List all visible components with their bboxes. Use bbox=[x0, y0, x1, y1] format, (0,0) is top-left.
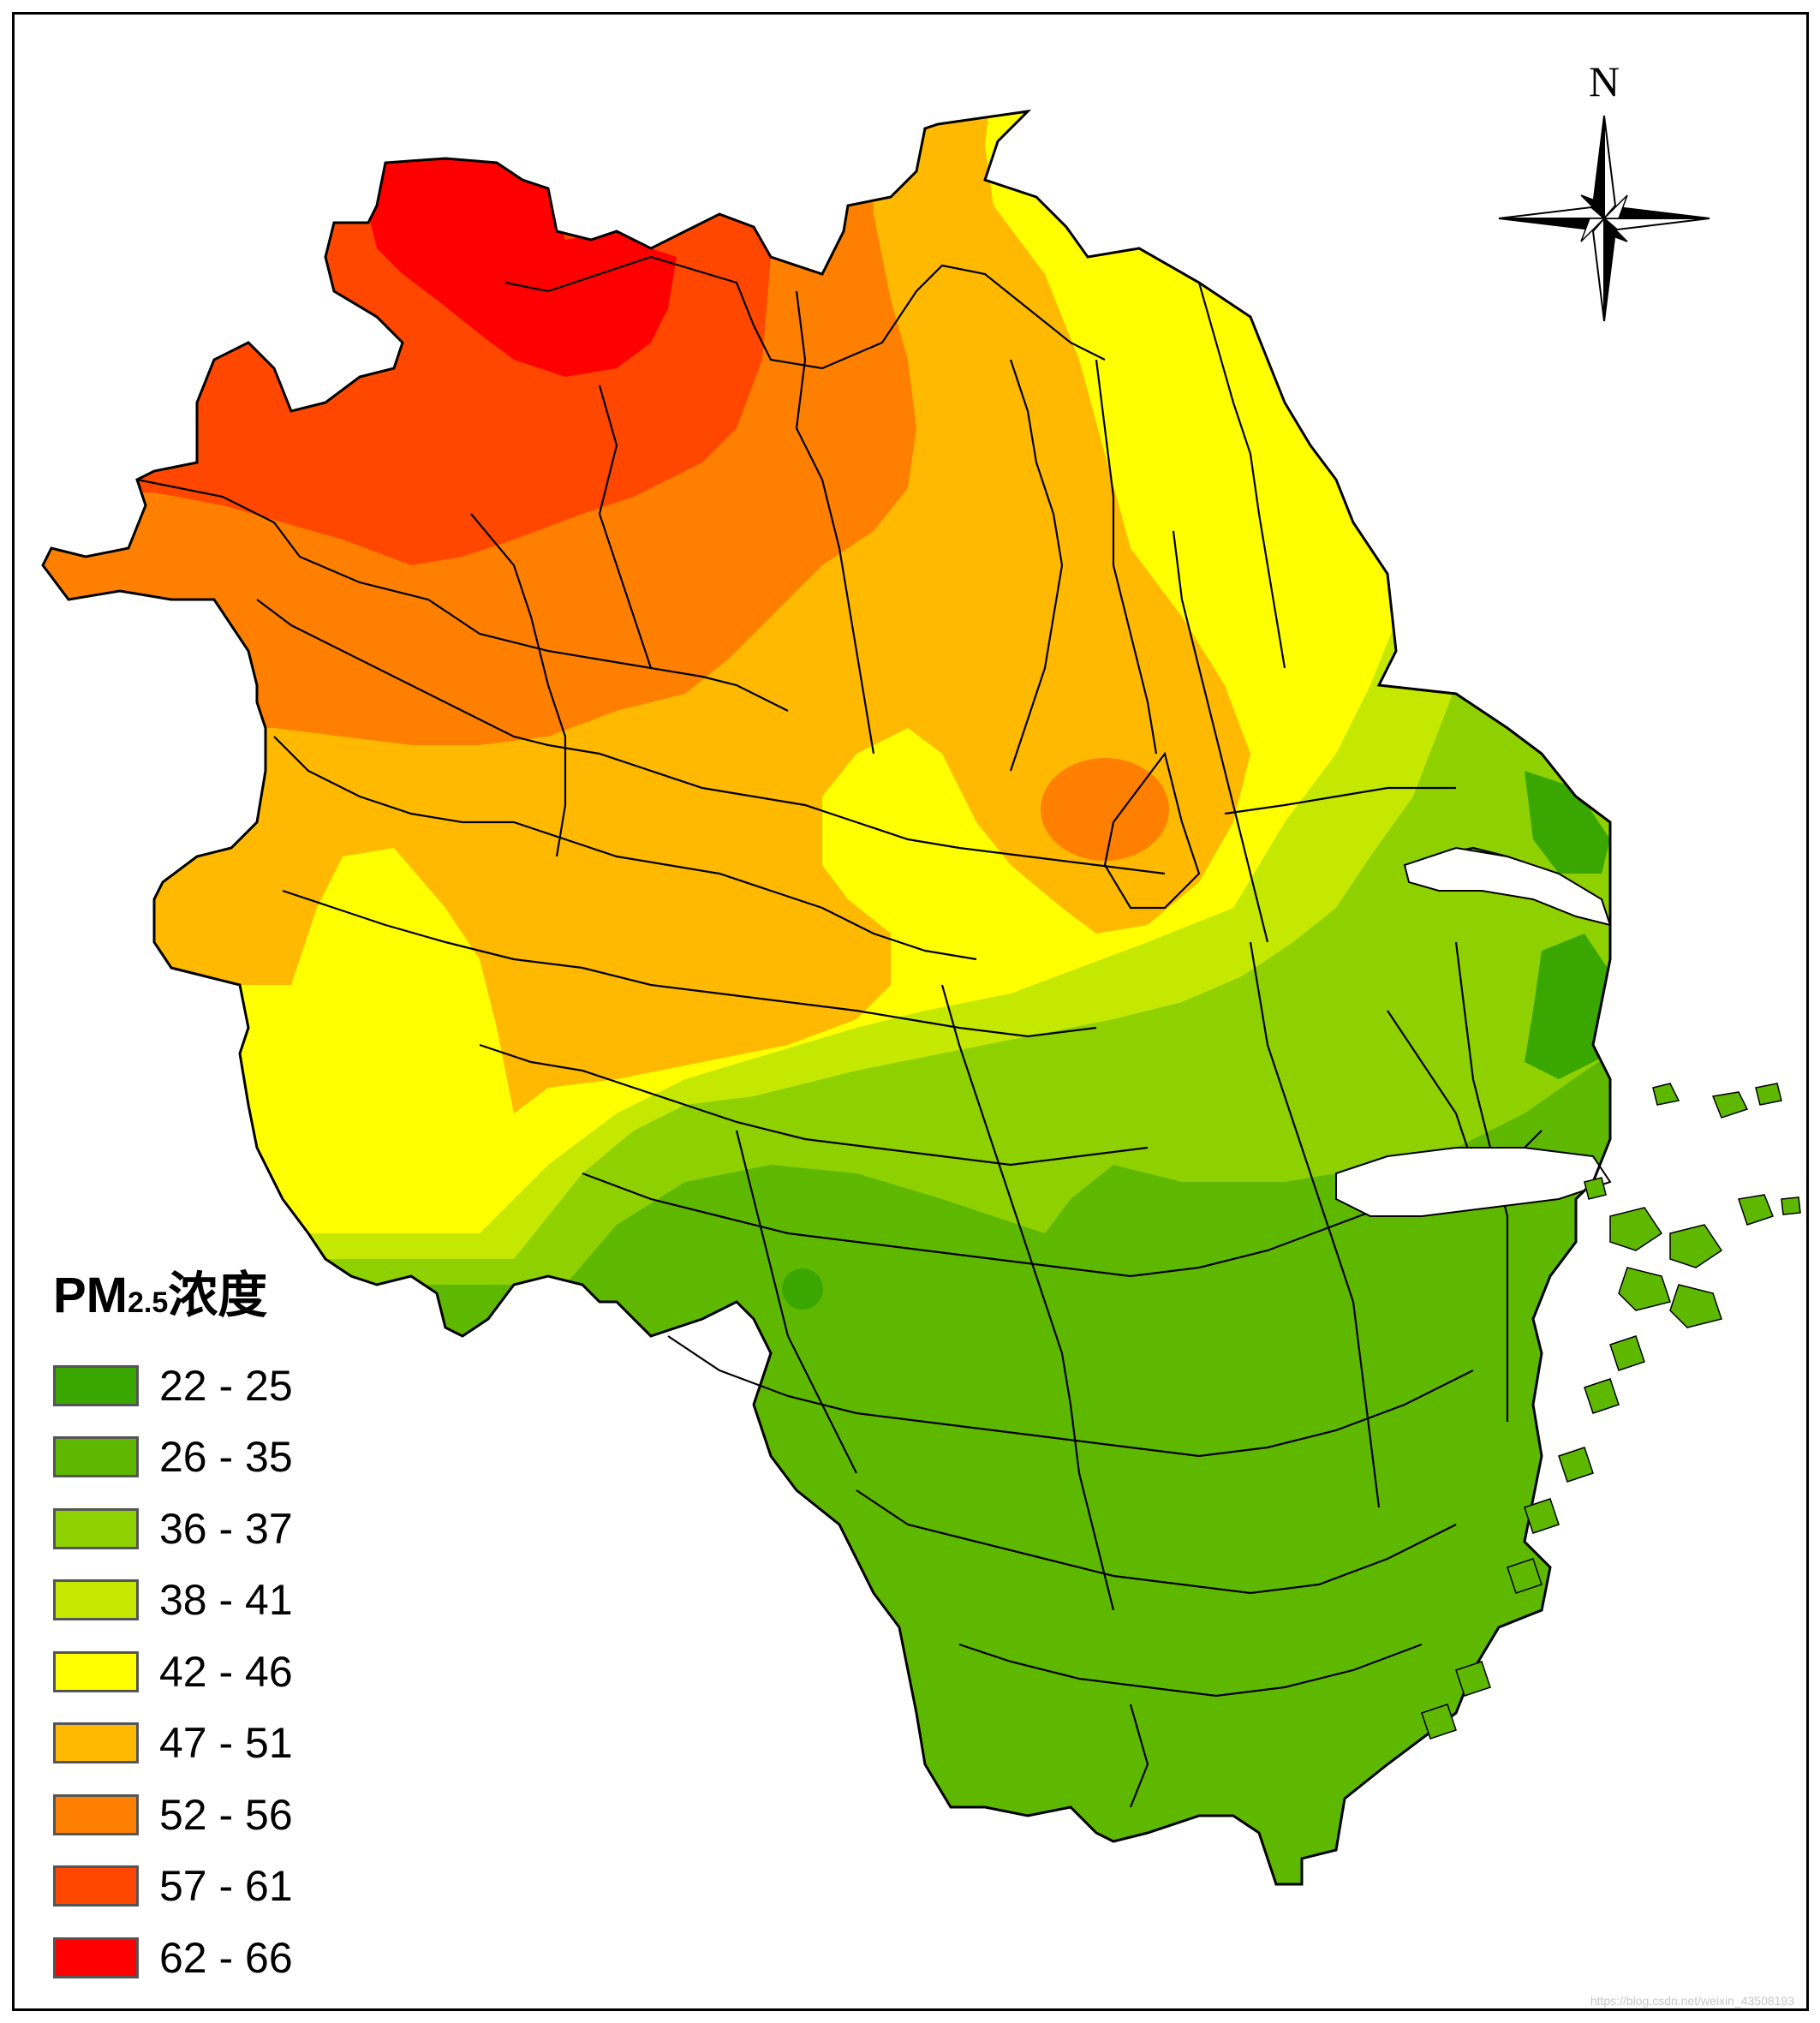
legend-label: 36 - 37 bbox=[159, 1504, 293, 1553]
legend-swatch bbox=[53, 1436, 139, 1478]
legend-label: 52 - 56 bbox=[159, 1790, 293, 1839]
legend-title: PM2.5浓度 bbox=[53, 1266, 498, 1326]
water-bodies bbox=[1335, 846, 1612, 1217]
legend-swatch bbox=[53, 1936, 139, 1978]
legend-label: 38 - 41 bbox=[159, 1576, 293, 1625]
legend-label: 26 - 35 bbox=[159, 1433, 293, 1482]
legend-item: 57 - 61 bbox=[53, 1851, 498, 1923]
legend-item: 38 - 41 bbox=[53, 1565, 498, 1637]
offshore-islands bbox=[1421, 1083, 1801, 1740]
legend-item: 26 - 35 bbox=[53, 1422, 498, 1494]
legend-swatch bbox=[53, 1722, 139, 1764]
legend-item: 52 - 56 bbox=[53, 1779, 498, 1851]
legend-label: 22 - 25 bbox=[159, 1361, 293, 1410]
band-62-66 bbox=[360, 120, 677, 377]
legend-swatch bbox=[53, 1579, 139, 1621]
legend-label: 42 - 46 bbox=[159, 1647, 293, 1696]
legend-swatch bbox=[53, 1793, 139, 1835]
legend-swatch bbox=[53, 1650, 139, 1692]
north-arrow-label: N bbox=[1589, 57, 1620, 105]
legend-label: 57 - 61 bbox=[159, 1862, 293, 1911]
legend-swatch bbox=[53, 1364, 139, 1406]
legend-item: 47 - 51 bbox=[53, 1708, 498, 1780]
legend-item: 22 - 25 bbox=[53, 1350, 498, 1422]
legend-title-suffix: 浓度 bbox=[168, 1268, 268, 1323]
legend-rows: 22 - 25 26 - 35 36 - 37 38 - 41 42 - 46 … bbox=[53, 1350, 498, 1994]
band-36-37-spot bbox=[1201, 1057, 1228, 1084]
band-52-56-island bbox=[1041, 758, 1169, 861]
legend-item: 62 - 66 bbox=[53, 1922, 498, 1994]
legend-swatch bbox=[53, 1865, 139, 1907]
band-22-25-east bbox=[1525, 771, 1610, 874]
legend-label: 47 - 51 bbox=[159, 1719, 293, 1768]
legend-title-main: PM bbox=[53, 1268, 128, 1323]
legend: PM2.5浓度 22 - 25 26 - 35 36 - 37 38 - 41 … bbox=[53, 1266, 498, 1994]
watermark: https://blog.csdn.net/weixin_43508193 bbox=[1590, 1994, 1794, 2008]
legend-label: 62 - 66 bbox=[159, 1933, 293, 1982]
band-22-25-spot bbox=[782, 1268, 823, 1310]
yangtze-estuary bbox=[1403, 846, 1612, 927]
legend-item: 36 - 37 bbox=[53, 1493, 498, 1565]
legend-title-subscript: 2.5 bbox=[128, 1286, 169, 1319]
north-arrow: N bbox=[1498, 57, 1710, 322]
legend-swatch bbox=[53, 1507, 139, 1549]
legend-item: 42 - 46 bbox=[53, 1636, 498, 1708]
